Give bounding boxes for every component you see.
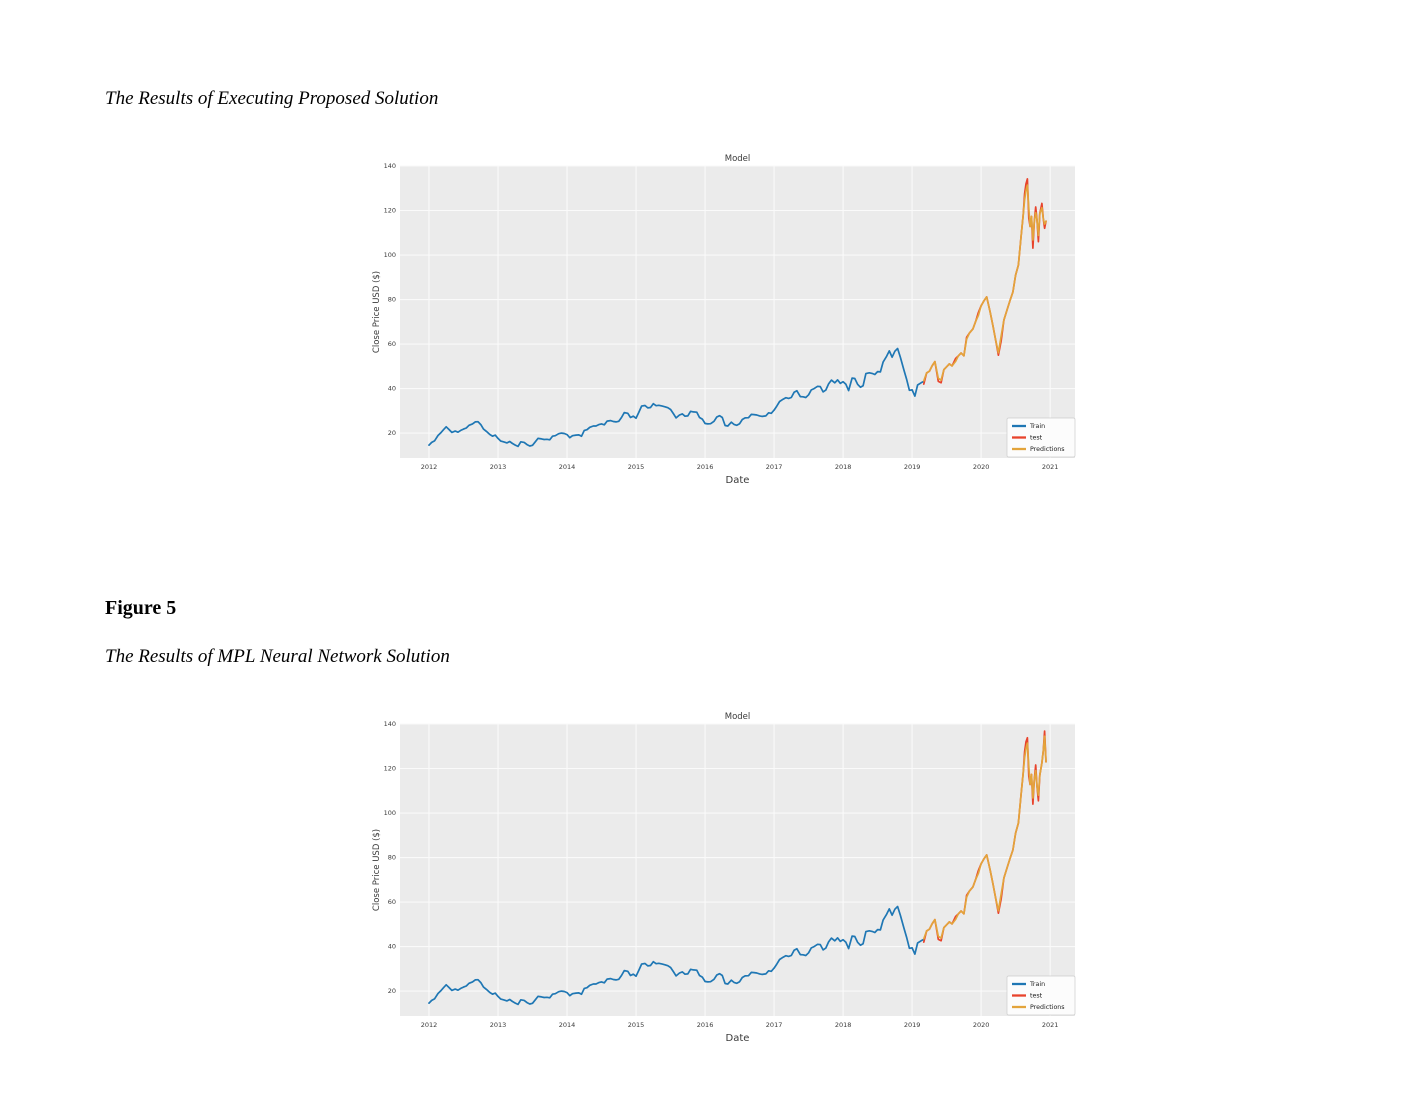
- svg-text:Predictions: Predictions: [1030, 446, 1065, 453]
- svg-text:100: 100: [384, 809, 396, 817]
- svg-text:test: test: [1030, 435, 1043, 442]
- svg-text:2019: 2019: [904, 463, 921, 471]
- series-line-predictions: [922, 735, 1047, 940]
- chart-svg: 2012 2013 2014 2015 2016 2017 2018 2019 2020 2021…: [372, 154, 1076, 486]
- svg-text:120: 120: [384, 207, 396, 215]
- svg-text:Predictions: Predictions: [1030, 1004, 1065, 1011]
- svg-text:140: 140: [384, 720, 396, 728]
- svg-text:Train: Train: [1029, 423, 1045, 430]
- svg-text:140: 140: [384, 162, 396, 170]
- gridlines: [400, 165, 1075, 458]
- svg-text:2017: 2017: [766, 1021, 783, 1029]
- svg-text:2019: 2019: [904, 1021, 921, 1029]
- legend: Train test Predictions: [1006, 975, 1076, 1016]
- svg-text:2014: 2014: [559, 1021, 576, 1029]
- svg-text:2016: 2016: [697, 463, 714, 471]
- svg-text:test: test: [1030, 993, 1043, 1000]
- svg-text:2017: 2017: [766, 463, 783, 471]
- plot-panel: [400, 724, 1075, 1016]
- gridlines: [400, 723, 1075, 1016]
- y-axis-tick-labels: 20 40 60 80 100 120 140: [384, 720, 396, 995]
- plot-panel: [400, 166, 1075, 458]
- x-axis-label: Date: [726, 1033, 750, 1044]
- svg-text:Train: Train: [1029, 981, 1045, 988]
- x-axis-tick-labels: 2012 2013 2014 2015 2016 2017 2018 2019 2020 2021: [421, 1021, 1059, 1029]
- series-line-train: [428, 347, 925, 448]
- svg-text:2020: 2020: [973, 1021, 990, 1029]
- y-axis-tick-labels: 20 40 60 80 100 120 140: [384, 162, 396, 437]
- svg-text:80: 80: [388, 296, 396, 304]
- svg-text:2020: 2020: [973, 463, 990, 471]
- svg-text:40: 40: [388, 385, 396, 393]
- svg-text:2015: 2015: [628, 463, 645, 471]
- chart-figure-2: 2012 2013 2014 2015 2016 2017 2018 2019 2020 2021…: [370, 708, 1080, 1048]
- chart-title: Model: [725, 154, 751, 164]
- svg-text:40: 40: [388, 943, 396, 951]
- y-axis-label: Close Price USD ($): [372, 829, 382, 911]
- svg-text:80: 80: [388, 854, 396, 862]
- svg-text:60: 60: [388, 340, 396, 348]
- chart-figure-1: 2012 2013 2014 2015 2016 2017 2018 2019 2020 2021…: [370, 150, 1080, 490]
- svg-text:60: 60: [388, 898, 396, 906]
- series-line-predictions: [922, 184, 1047, 382]
- svg-text:2012: 2012: [421, 1021, 438, 1029]
- svg-text:2014: 2014: [559, 463, 576, 471]
- figure5-caption-text: The Results of MPL Neural Network Soluti…: [105, 646, 450, 667]
- y-axis-label: Close Price USD ($): [372, 271, 382, 353]
- x-axis-label: Date: [726, 475, 750, 486]
- series-line-train: [428, 905, 925, 1006]
- svg-text:120: 120: [384, 765, 396, 773]
- svg-text:2018: 2018: [835, 463, 852, 471]
- svg-text:2012: 2012: [421, 463, 438, 471]
- svg-text:2015: 2015: [628, 1021, 645, 1029]
- svg-text:2016: 2016: [697, 1021, 714, 1029]
- svg-text:2021: 2021: [1042, 1021, 1059, 1029]
- svg-text:2013: 2013: [490, 463, 507, 471]
- figure5-label: Figure 5: [105, 597, 177, 619]
- svg-text:20: 20: [388, 429, 396, 437]
- svg-text:20: 20: [388, 987, 396, 995]
- svg-text:2021: 2021: [1042, 463, 1059, 471]
- svg-text:2018: 2018: [835, 1021, 852, 1029]
- svg-text:2013: 2013: [490, 1021, 507, 1029]
- chart-svg: 2012 2013 2014 2015 2016 2017 2018 2019 2020 2021…: [372, 712, 1076, 1044]
- legend: Train test Predictions: [1006, 417, 1076, 458]
- x-axis-tick-labels: 2012 2013 2014 2015 2016 2017 2018 2019 2020 2021: [421, 463, 1059, 471]
- chart-title: Model: [725, 712, 751, 722]
- figure4-caption-text: The Results of Executing Proposed Soluti…: [105, 88, 439, 109]
- svg-text:100: 100: [384, 251, 396, 259]
